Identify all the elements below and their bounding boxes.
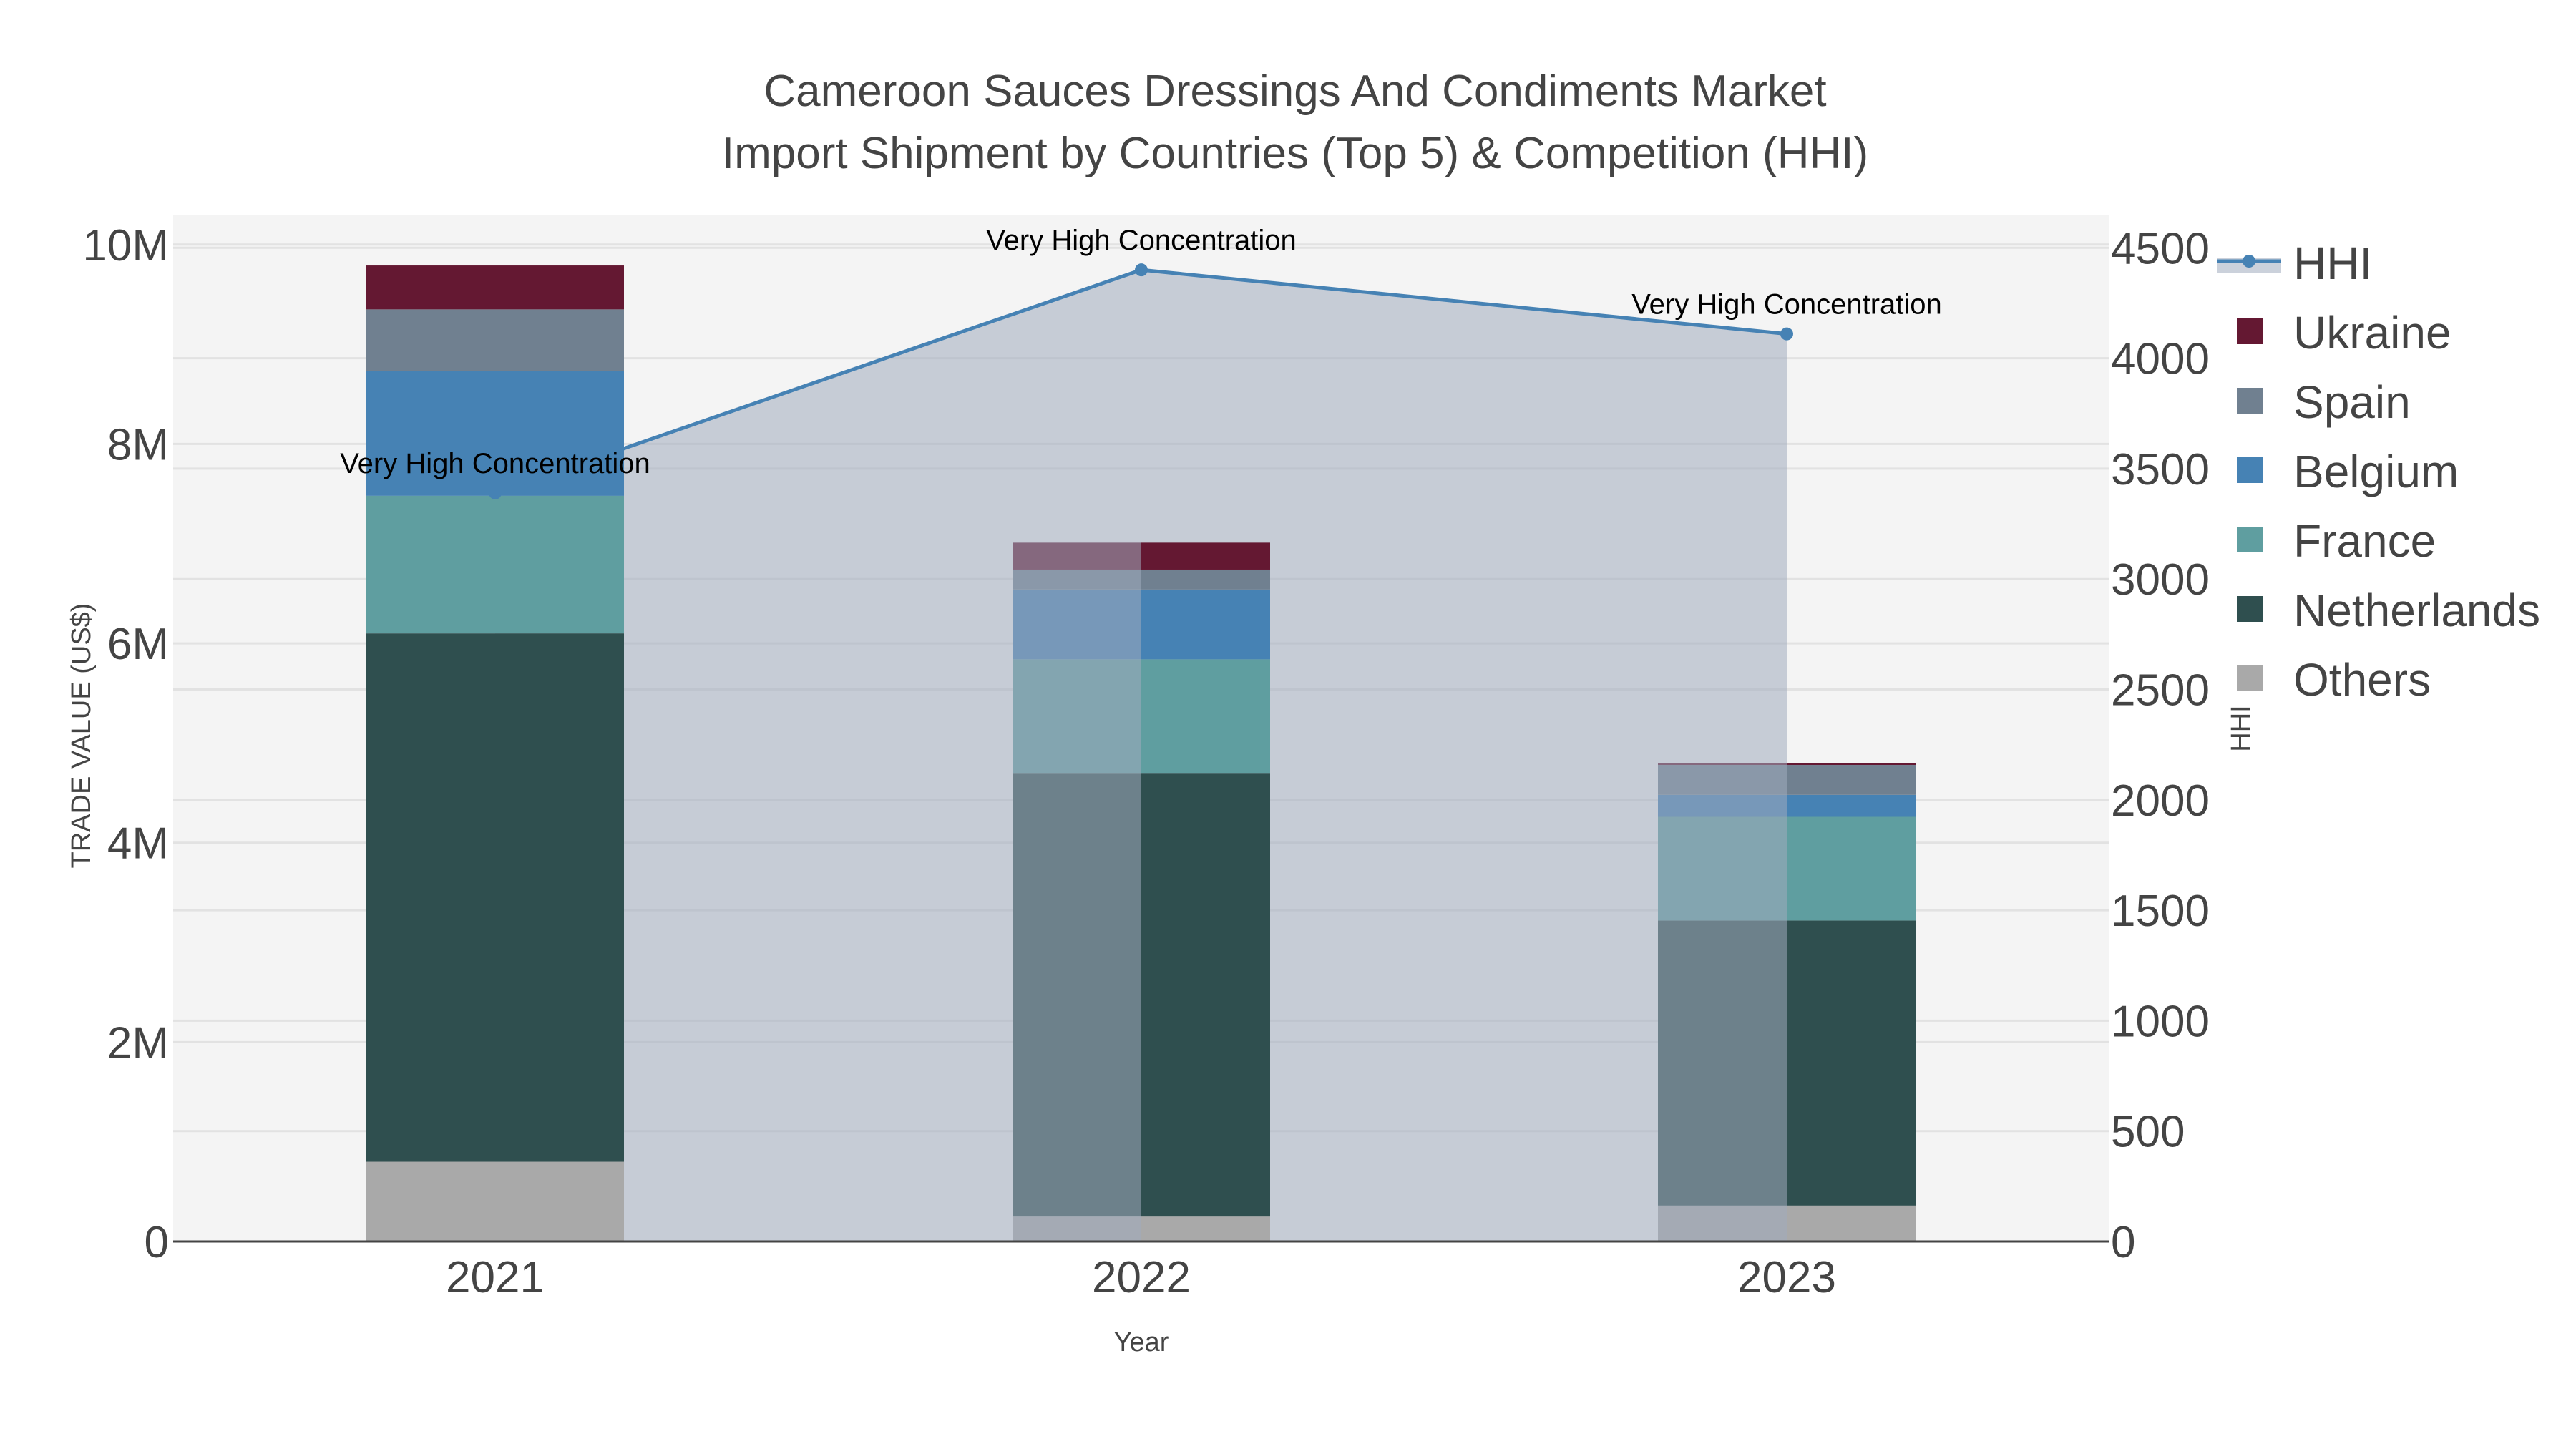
hhi-label-2022: Very High Concentration <box>986 225 1297 256</box>
legend-swatch-netherlands <box>2237 596 2263 622</box>
legend-swatch-ukraine <box>2237 318 2263 344</box>
bar-spain-2021-right <box>495 309 624 371</box>
legend-hhi-marker <box>2243 255 2255 268</box>
bar-netherlands-2021-left <box>366 633 495 1162</box>
y2-tick-label: 1000 <box>2111 997 2210 1046</box>
x-axis: 2021 2022 2023 <box>173 1240 2109 1302</box>
bar-spain-2021-left <box>366 309 495 371</box>
y2-tick-label: 3000 <box>2111 555 2210 605</box>
y2-tick-label: 3500 <box>2111 445 2210 494</box>
bar-spain-2022-right <box>1141 569 1270 590</box>
chart-title-line1: Cameroon Sauces Dressings And Condiments… <box>763 67 1826 116</box>
legend-label-ukraine: Ukraine <box>2293 307 2451 358</box>
chart-title-line2: Import Shipment by Countries (Top 5) & C… <box>722 129 1868 178</box>
bar-netherlands-2021-right <box>495 633 624 1162</box>
y-tick-label: 10M <box>82 221 169 270</box>
hhi-label-2023: Very High Concentration <box>1631 289 1942 321</box>
x-axis-title: Year <box>1114 1327 1169 1357</box>
hhi-area <box>495 270 1787 1242</box>
bar-ukraine-2023-right <box>1787 763 1916 766</box>
y-tick-label: 2M <box>107 1018 169 1068</box>
x-tick-label: 2021 <box>446 1253 545 1302</box>
hhi-area-fill <box>495 270 1787 1242</box>
legend-label-hhi: HHI <box>2293 238 2372 289</box>
bar-netherlands-2022-right <box>1141 773 1270 1217</box>
hhi-point-2021 <box>489 486 502 499</box>
legend-swatch-spain <box>2237 388 2263 414</box>
bar-belgium-2022-right <box>1141 589 1270 660</box>
legend-label-spain: Spain <box>2293 376 2411 428</box>
y-tick-label: 8M <box>107 420 169 469</box>
bar-others-2021-left <box>366 1161 495 1241</box>
bar-france-2023-right <box>1787 816 1916 921</box>
bar-france-2022-right <box>1141 659 1270 774</box>
y2-tick-label: 500 <box>2111 1108 2185 1157</box>
legend-swatch-france <box>2237 527 2263 552</box>
bar-france-2021-left <box>366 495 495 634</box>
hhi-label-2021: Very High Concentration <box>340 448 650 479</box>
y-axis: 0 2M 4M 6M 8M 10M <box>82 221 169 1267</box>
x-tick-label: 2023 <box>1737 1253 1836 1302</box>
bar-ukraine-2021-left <box>366 265 495 310</box>
y-tick-label: 6M <box>107 620 169 669</box>
y2-tick-label: 4000 <box>2111 335 2210 384</box>
hhi-point-2022 <box>1135 263 1148 277</box>
y-tick-label: 4M <box>107 819 169 869</box>
bar-spain-2023-right <box>1787 765 1916 795</box>
y-axis-title: TRADE VALUE (US$) <box>67 603 97 869</box>
legend: HHI Ukraine Spain Belgium France Netherlands O… <box>2217 238 2540 706</box>
bar-belgium-2021-right <box>495 371 624 496</box>
legend-swatch-belgium <box>2237 457 2263 483</box>
legend-label-others: Others <box>2293 654 2431 706</box>
hhi-line <box>489 263 1793 499</box>
y2-tick-label: 2000 <box>2111 776 2210 826</box>
legend-swatch-others <box>2237 665 2263 691</box>
bar-belgium-2021-left <box>366 371 495 496</box>
y2-tick-label: 0 <box>2111 1218 2135 1267</box>
bar-others-2022-right <box>1141 1216 1270 1241</box>
bar-belgium-2023-right <box>1787 794 1916 817</box>
bars-right-half <box>495 265 1916 1241</box>
x-tick-label: 2022 <box>1092 1253 1191 1302</box>
legend-label-france: France <box>2293 515 2436 567</box>
bar-ukraine-2021-right <box>495 265 624 310</box>
bar-france-2021-right <box>495 495 624 634</box>
legend-label-netherlands: Netherlands <box>2293 585 2540 636</box>
y2-tick-label: 2500 <box>2111 665 2210 715</box>
hhi-annotations: Very High Concentration Very High Concent… <box>340 225 1942 479</box>
y-tick-label: 0 <box>145 1218 169 1267</box>
bar-others-2023-right <box>1787 1205 1916 1241</box>
y2-axis-title: HHI <box>2226 705 2256 751</box>
legend-label-belgium: Belgium <box>2293 446 2459 497</box>
y2-tick-label: 1500 <box>2111 887 2210 936</box>
bar-ukraine-2022-right <box>1141 542 1270 570</box>
bar-netherlands-2023-right <box>1787 920 1916 1206</box>
y2-axis: 0 500 1000 1500 2000 2500 3000 3500 4000 4500 <box>2111 224 2210 1267</box>
hhi-point-2023 <box>1780 327 1793 341</box>
bar-others-2021-right <box>495 1161 624 1241</box>
y2-tick-label: 4500 <box>2111 224 2210 273</box>
